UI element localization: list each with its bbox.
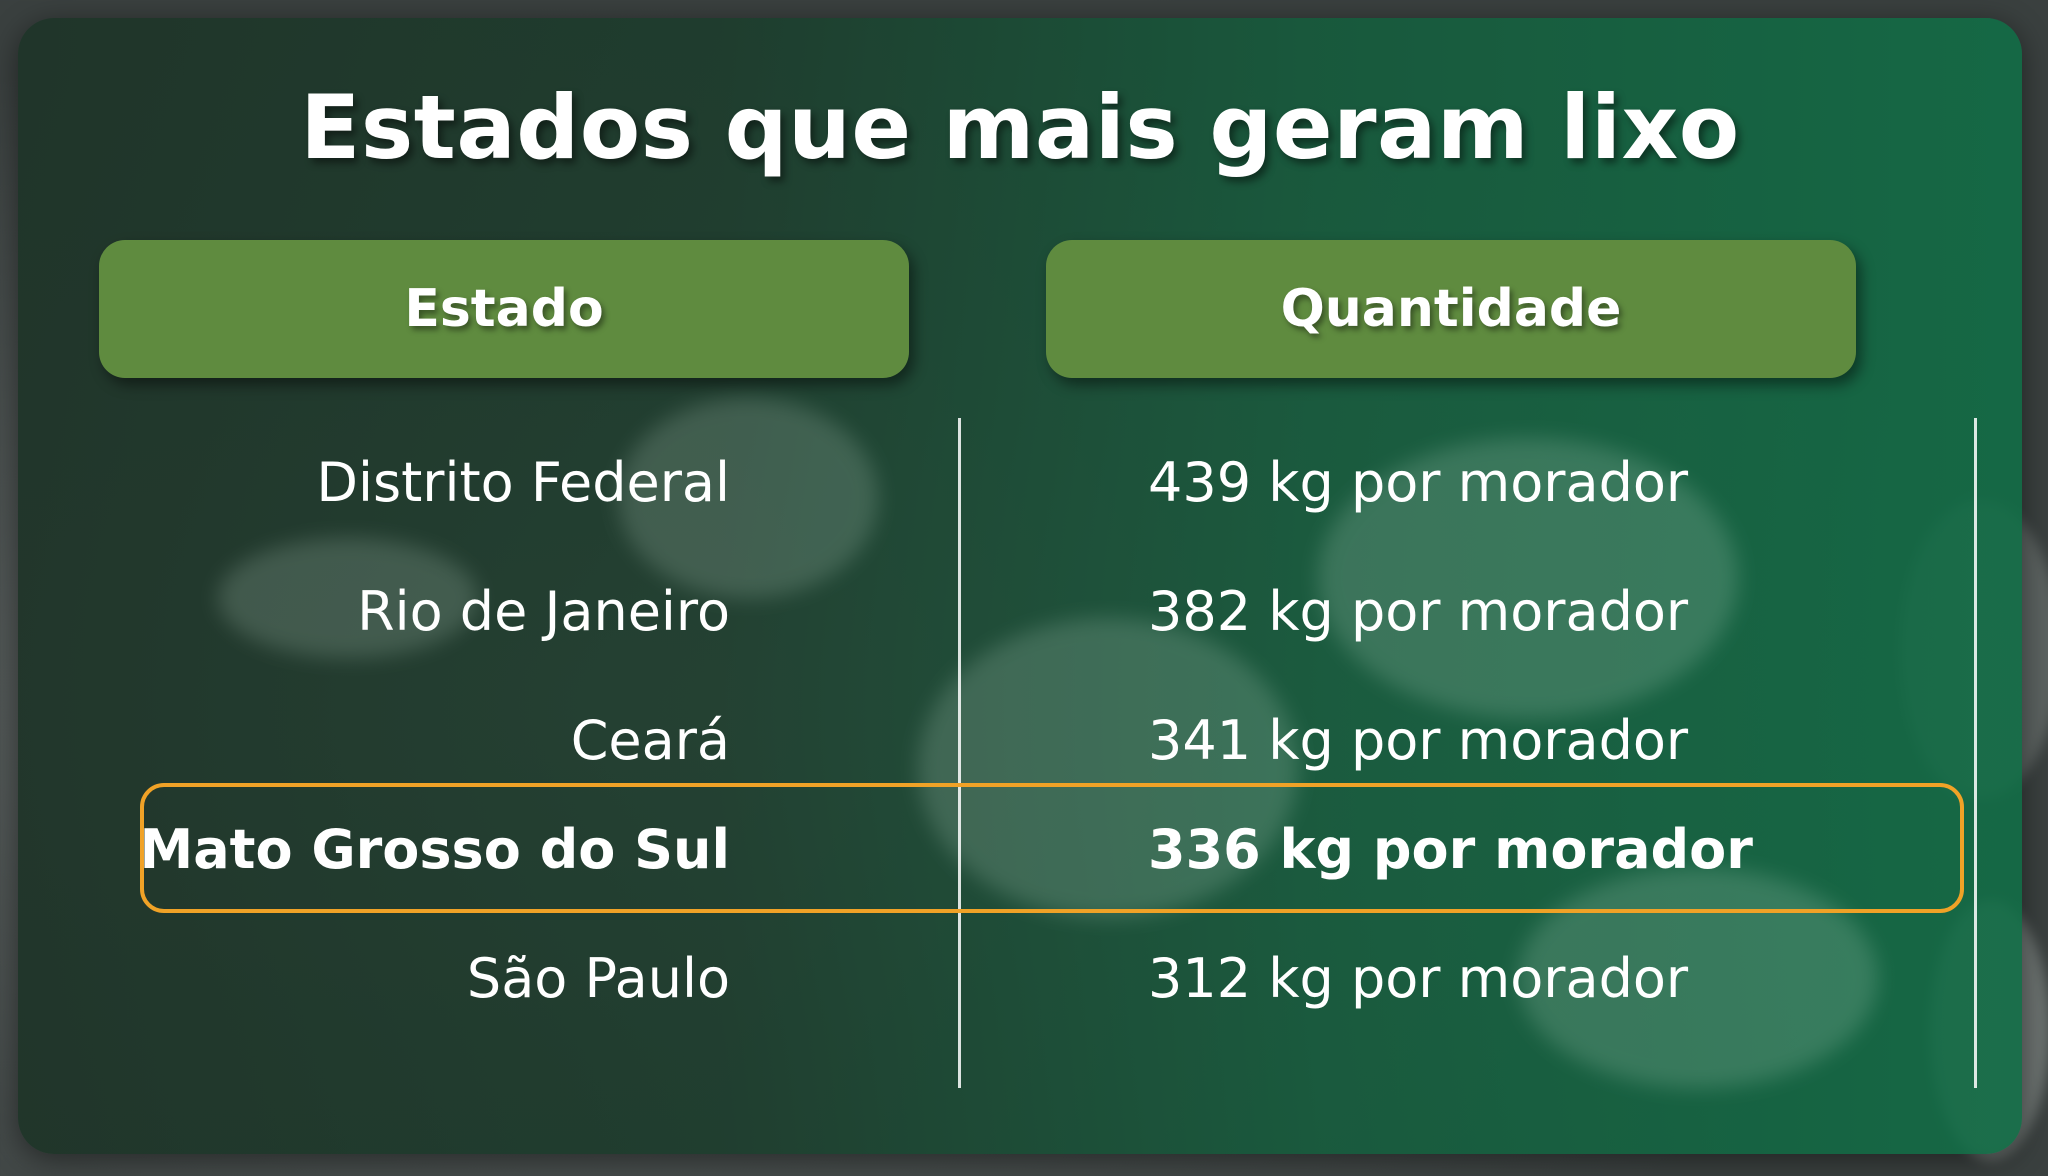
table-row-highlighted: Mato Grosso do Sul 336 kg por morador <box>18 785 2022 914</box>
column-header-state-label: Estado <box>404 279 604 339</box>
state-cell: Rio de Janeiro <box>357 580 730 643</box>
table-row: Ceará 341 kg por morador <box>18 676 2022 805</box>
state-cell: Mato Grosso do Sul <box>139 818 730 881</box>
table-right-border <box>1974 418 1977 1088</box>
quantity-cell: 382 kg por morador <box>1148 580 1689 643</box>
card-texture <box>1518 868 1878 1088</box>
quantity-cell: 312 kg por morador <box>1148 947 1689 1010</box>
state-cell: Distrito Federal <box>316 451 730 514</box>
table-row: São Paulo 312 kg por morador <box>18 914 2022 1043</box>
table-row: Distrito Federal 439 kg por morador <box>18 418 2022 547</box>
quantity-cell: 336 kg por morador <box>1148 818 1753 881</box>
column-header-state: Estado <box>99 240 909 378</box>
column-divider <box>958 418 961 1088</box>
card-texture <box>918 618 1298 918</box>
card-texture <box>1318 438 1738 718</box>
highlight-outline <box>140 783 1964 913</box>
quantity-cell: 341 kg por morador <box>1148 709 1689 772</box>
card-texture <box>618 398 878 598</box>
info-card: Estados que mais geram lixo Estado Quant… <box>18 18 2022 1154</box>
table-row: Rio de Janeiro 382 kg por morador <box>18 547 2022 676</box>
state-cell: Ceará <box>570 709 730 772</box>
column-header-quantity-label: Quantidade <box>1280 279 1622 339</box>
state-cell: São Paulo <box>466 947 730 1010</box>
page-title: Estados que mais geram lixo <box>300 76 1740 179</box>
card-texture <box>218 538 478 658</box>
column-header-quantity: Quantidade <box>1046 240 1856 378</box>
quantity-cell: 439 kg por morador <box>1148 451 1689 514</box>
